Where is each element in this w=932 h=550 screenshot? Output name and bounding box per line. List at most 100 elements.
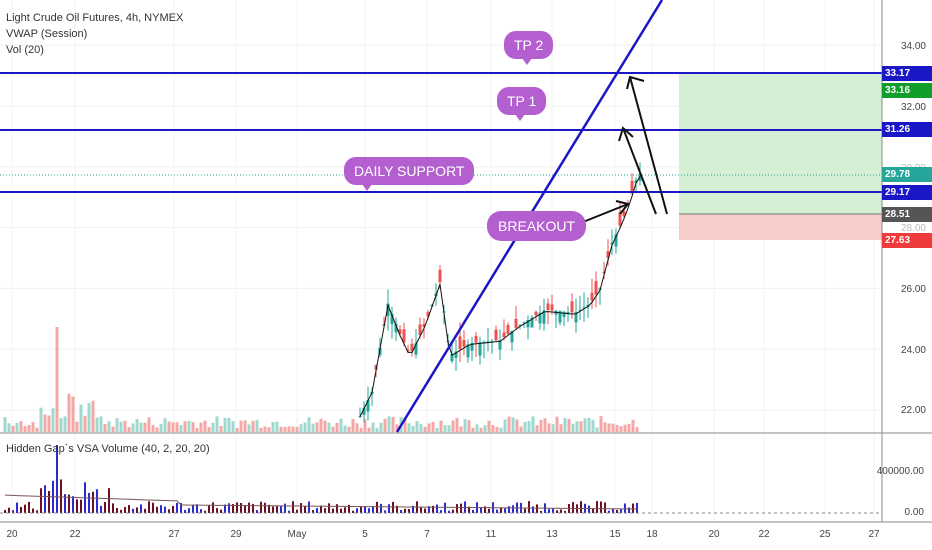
vsa-bar (252, 503, 254, 513)
volume-bar (247, 424, 251, 432)
vsa-bar (284, 503, 286, 513)
candle-body (490, 340, 494, 342)
volume-bar (519, 426, 523, 432)
volume-bar (483, 425, 487, 432)
volume-bar (135, 418, 139, 432)
vsa-bar (180, 503, 182, 513)
vsa-bar (404, 508, 406, 513)
volume-bar (11, 425, 15, 432)
volume-bar (35, 427, 39, 432)
volume-bar (319, 418, 323, 432)
candle-body (538, 312, 542, 324)
volume-bar (131, 423, 135, 432)
volume-bar (75, 421, 79, 432)
volume-bar (63, 416, 67, 432)
volume-bar (419, 423, 423, 432)
breakout-callout[interactable]: BREAKOUT (487, 211, 587, 241)
vsa-bar (504, 508, 506, 513)
vsa-bar (68, 494, 70, 513)
candle-body (410, 343, 414, 352)
volume-legend[interactable]: Vol (20) (6, 44, 44, 56)
volume-bar (443, 425, 447, 432)
candle-body (546, 303, 550, 310)
volume-bar (455, 417, 459, 432)
vsa-bar (88, 492, 90, 513)
volume-bar (503, 419, 507, 432)
vsa-bar (192, 504, 194, 513)
volume-bar (283, 427, 287, 432)
volume-bar (631, 419, 635, 432)
vsa-bar (340, 508, 342, 513)
vwap-legend[interactable]: VWAP (Session) (6, 28, 88, 40)
vsa-bar (324, 508, 326, 513)
candle-body (574, 312, 578, 323)
volume-bar (575, 421, 579, 432)
daily-support-callout[interactable]: DAILY SUPPORT (344, 157, 475, 191)
candle-body (462, 339, 466, 347)
volume-bar (331, 426, 335, 432)
vsa-bar (556, 510, 558, 513)
volume-bar (55, 327, 59, 432)
time-tick: 7 (424, 529, 430, 540)
volume-bar (87, 403, 91, 432)
tp1-callout[interactable]: TP 1 (497, 87, 547, 121)
volume-bar (303, 422, 307, 432)
candle-body (478, 342, 482, 356)
volume-bar (351, 418, 355, 432)
vsa-bar (600, 501, 602, 513)
candle-body (514, 318, 518, 328)
volume-bar (271, 422, 275, 432)
vsa-bar (468, 506, 470, 513)
target-price-tag: 33.16 (882, 83, 932, 98)
vsa-bar (440, 510, 442, 513)
volume-bar (383, 418, 387, 432)
candle-body (362, 407, 366, 415)
vsa-bar (164, 506, 166, 513)
volume-bar (91, 400, 95, 432)
vsa-bar (172, 505, 174, 513)
vsa-bar (436, 504, 438, 513)
chart-grid (0, 0, 882, 522)
vsa-bar (24, 504, 26, 513)
time-tick: 18 (646, 529, 658, 540)
volume-bar (367, 427, 371, 432)
volume-bar (615, 425, 619, 432)
volume-bar (327, 422, 331, 432)
time-tick: 22 (758, 529, 770, 540)
volume-bar (635, 427, 639, 432)
vsa-legend[interactable]: Hidden Gap`s VSA Volume (40, 2, 20, 20) (6, 443, 210, 455)
volume-bar (155, 427, 159, 432)
volume-bar (279, 426, 283, 432)
vsa-bar (136, 507, 138, 513)
vsa-bar (452, 509, 454, 513)
volume-bar (487, 420, 491, 432)
volume-bar (127, 426, 131, 432)
candle-body (366, 399, 370, 412)
vsa-bar (580, 501, 582, 513)
vsa-bar (560, 509, 562, 513)
vsa-bar (384, 510, 386, 513)
candle-body (418, 324, 422, 336)
vsa-bar (20, 506, 22, 513)
volume-bar (359, 427, 363, 432)
callout-tail (522, 58, 532, 65)
vsa-bar (432, 505, 434, 513)
vsa-bar (244, 505, 246, 513)
vsa-bar (424, 508, 426, 513)
volume-bar (403, 417, 407, 432)
vsa-bar (540, 510, 542, 513)
volume-bar (311, 423, 315, 432)
vsa-bar (160, 505, 162, 513)
vsa-bar (48, 490, 50, 513)
callout-tail (515, 114, 525, 121)
candle-body (374, 365, 378, 370)
vsa-bar (280, 506, 282, 513)
target-zone (679, 73, 882, 214)
volume-bar (143, 422, 147, 432)
tp2-callout[interactable]: TP 2 (504, 31, 554, 65)
vsa-bar (236, 502, 238, 513)
volume-bar (511, 417, 515, 432)
volume-bar (471, 427, 475, 432)
vsa-bar (144, 508, 146, 513)
